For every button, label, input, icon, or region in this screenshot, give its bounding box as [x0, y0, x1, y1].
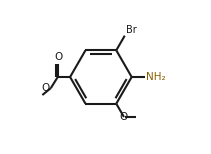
Text: O: O — [54, 52, 63, 62]
Text: O: O — [42, 83, 50, 93]
Text: Br: Br — [126, 25, 137, 35]
Text: NH₂: NH₂ — [146, 72, 165, 82]
Text: O: O — [120, 112, 128, 122]
